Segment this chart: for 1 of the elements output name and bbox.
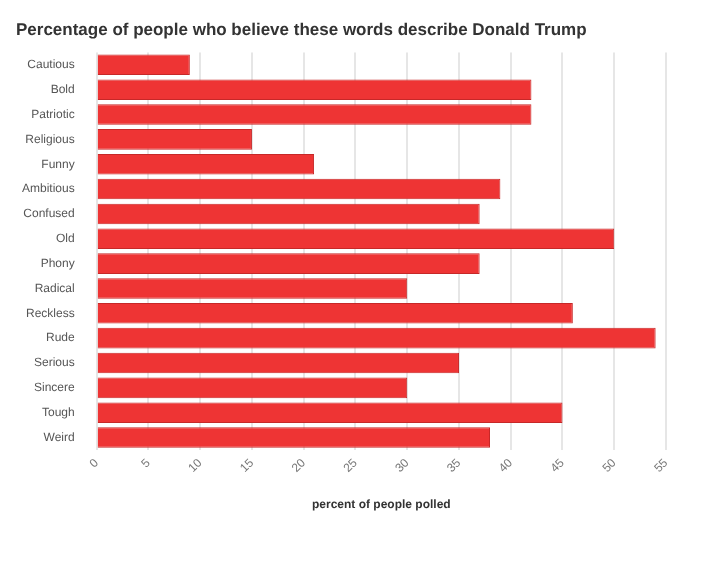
chart-title: Percentage of people who believe these words describe Donald Trump [16, 18, 587, 39]
